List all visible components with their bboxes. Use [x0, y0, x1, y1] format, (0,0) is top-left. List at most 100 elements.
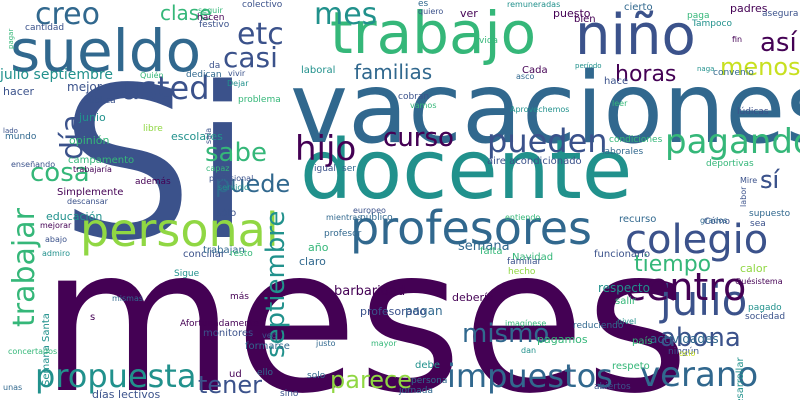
word-abiertos: abiertos: [594, 382, 631, 392]
word-claro: claro: [299, 255, 326, 268]
word-puede: puede: [215, 170, 291, 198]
word-seguir: seguir: [198, 6, 223, 15]
word-julio-septiembre: julio septiembre: [0, 67, 113, 83]
word-cada: Cada: [522, 65, 548, 76]
word-publica: pública: [83, 96, 116, 106]
word-resto: resto: [230, 249, 253, 259]
word-mas: más: [230, 292, 249, 302]
word-dias-lectivos: días lectivos: [92, 388, 161, 400]
word-curso: curso: [383, 123, 454, 153]
word-salir: salir: [615, 296, 637, 307]
word-si-2: sí: [760, 166, 780, 194]
word-si-3: sí: [760, 166, 780, 194]
word-profesores: profesores: [350, 201, 593, 255]
word-sociedad: sociedad: [745, 312, 786, 322]
word-hace: hace: [604, 76, 629, 87]
word-mire: Mire: [740, 176, 758, 185]
word-curso-2: curso: [383, 123, 454, 153]
word-vida: vida: [479, 36, 499, 46]
word-abona: abona: [660, 323, 741, 353]
word-parece: parece: [330, 366, 413, 394]
word-hacen: hacen: [197, 13, 225, 23]
word-hecho: hecho: [508, 267, 536, 277]
word-cobran: cobran: [398, 92, 430, 102]
word-problema: problema: [238, 95, 281, 105]
word-ademas: además: [135, 177, 171, 187]
word-convenio: convenio: [713, 68, 754, 78]
word-laborales: laborales: [602, 147, 644, 157]
word-dejar: Dejar: [227, 79, 249, 88]
word-sino: sino: [280, 389, 299, 399]
word-docente: docente: [300, 123, 633, 218]
word-propuesta: propuesta: [35, 357, 197, 395]
word-mejorar: mejorar: [40, 221, 72, 230]
word-festivo: festivo: [199, 20, 230, 30]
word-dan: dan: [521, 346, 537, 355]
word-naga: naga: [697, 65, 715, 73]
word-trabajan: trabajan: [203, 245, 245, 256]
word-labor: labor: [739, 186, 748, 207]
word-cosa: cosa: [30, 158, 90, 188]
word-ello: ello: [257, 368, 274, 378]
word-navidad: Navidad: [512, 252, 554, 263]
word-pagar: pagar: [7, 28, 15, 50]
word-abajo: abajo: [45, 235, 67, 244]
word-funcionario: funcionario: [594, 249, 651, 260]
word-asco: asco: [516, 72, 535, 81]
word-trabajo: trabajo: [330, 0, 537, 67]
word-julio: julio: [660, 276, 748, 325]
word-jornada: jornada: [399, 386, 433, 396]
word-falta: falta: [480, 246, 503, 257]
word-supuesto: supuesto: [749, 209, 791, 219]
word-entiendo: entiendo: [505, 213, 541, 222]
word-leer: leer: [612, 99, 628, 108]
word-admiro: admiro: [42, 249, 71, 258]
word-mes: mes: [314, 0, 378, 32]
word-servicio: servicio: [218, 183, 249, 192]
word-formarse: formarse: [245, 341, 290, 352]
word-deportivas: deportivas: [706, 159, 754, 169]
word-hacer: hacer: [3, 85, 35, 98]
word-fin: fin: [732, 35, 743, 44]
word-justo: justo: [316, 339, 336, 348]
word-pais: país: [632, 336, 653, 347]
word-colegio: colegio: [625, 217, 769, 263]
word-personal: personal: [80, 203, 279, 257]
word-centro: centro: [625, 265, 747, 309]
word-libre: libre: [143, 124, 163, 134]
word-reduciendo: reduciendo: [573, 321, 624, 331]
word-mejor: mejor: [67, 80, 102, 94]
word-mundo: mundo: [5, 132, 37, 142]
word-condiciones: condiciones: [609, 135, 663, 145]
word-meses: meses: [40, 205, 690, 400]
word-usted: usted: [120, 69, 210, 107]
word-ningun: ningún: [668, 347, 700, 357]
word-unas: unas: [3, 383, 23, 392]
word-trabajaria: trabajaría: [73, 165, 112, 174]
word-debe: debe: [415, 360, 440, 371]
word-educacion: educación: [46, 210, 103, 223]
word-creo: creo: [35, 0, 100, 32]
word-sueldo: sueldo: [10, 17, 202, 85]
word-vacaciones: vacaciones: [290, 52, 800, 166]
word-opinion: opinión: [69, 134, 110, 147]
word-padres: padres: [730, 2, 768, 15]
word-bien: bien: [574, 14, 596, 25]
word-pueden: pueden: [487, 122, 608, 160]
word-sala: sala: [204, 127, 213, 144]
word-sea: sea: [750, 219, 766, 229]
word-menos: menos: [720, 53, 800, 81]
word-si: Si: [60, 42, 252, 287]
word-pagado: pagado: [748, 303, 782, 313]
word-dedican: dedican: [186, 70, 222, 80]
word-afortunadamente: Afortunadamente: [180, 319, 259, 329]
word-grados: grados: [700, 216, 728, 225]
word-familias: familias: [354, 60, 433, 84]
word-concertados: concertados: [8, 347, 58, 356]
word-asegura: asegura: [762, 9, 799, 19]
word-pagamos: pagamos: [537, 333, 588, 346]
word-quien: Quién: [140, 71, 164, 80]
word-junio: junio: [79, 111, 106, 124]
word-aprovechemos: Aprovechemos: [510, 105, 570, 114]
word-solo-2: solo: [307, 371, 326, 381]
